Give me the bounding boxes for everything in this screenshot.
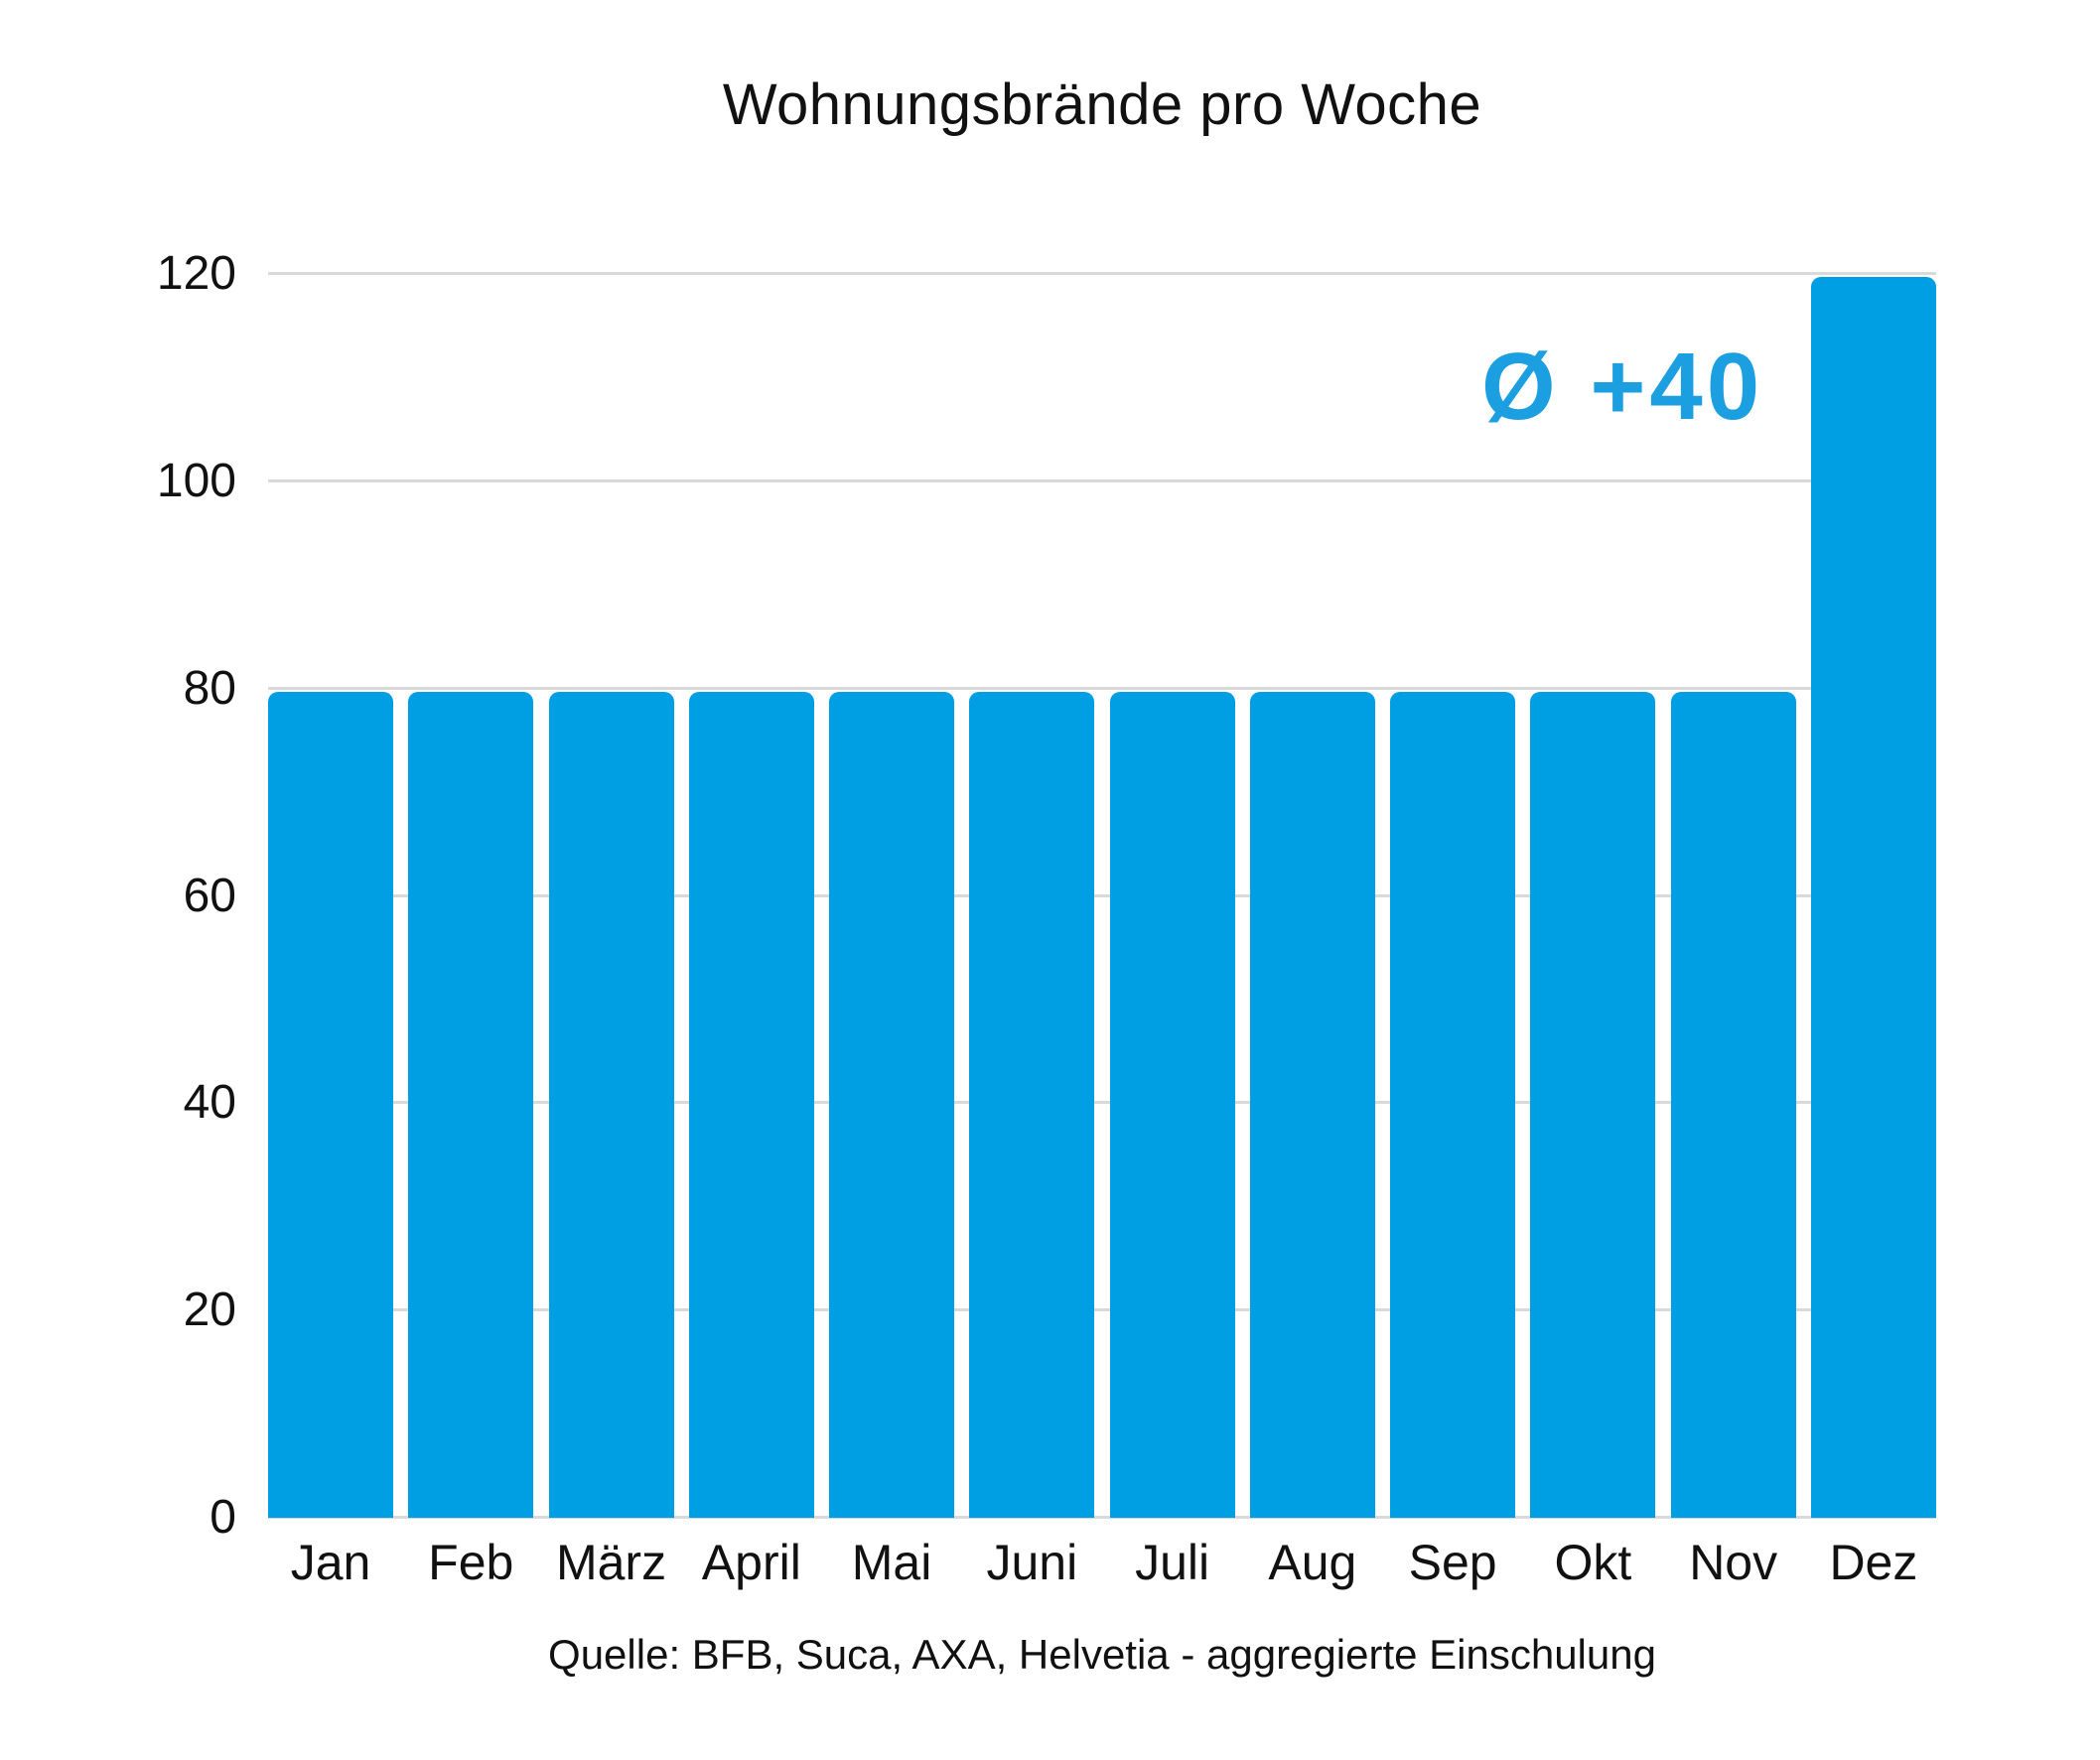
bar-Okt (1530, 691, 1656, 1518)
bar-März (548, 691, 674, 1518)
y-tick-label-60: 60 (183, 869, 236, 922)
chart-title: Wohnungsbrände pro Woche (722, 72, 1482, 137)
x-tick-label-Sep: Sep (1408, 1535, 1497, 1590)
gridline-40 (268, 1101, 1936, 1105)
bar-Aug (1249, 691, 1375, 1518)
y-tick-label-100: 100 (156, 454, 236, 507)
x-tick-label-Aug: Aug (1268, 1535, 1357, 1590)
bar-Nov (1670, 691, 1796, 1518)
y-tick-label-80: 80 (183, 661, 236, 715)
gridline-120 (268, 272, 1936, 275)
source-caption: Quelle: BFB, Suca, AXA, Helvetia - aggre… (548, 1631, 1656, 1678)
y-tick-label-20: 20 (183, 1284, 236, 1337)
x-tick-label-Juni: Juni (986, 1535, 1078, 1590)
bar-April (688, 691, 814, 1518)
gridline-0 (268, 1516, 1936, 1519)
x-tick-label-Okt: Okt (1554, 1535, 1632, 1590)
bar-Feb (408, 691, 534, 1518)
x-tick-label-Juli: Juli (1135, 1535, 1210, 1590)
x-tick-label-Feb: Feb (428, 1535, 514, 1590)
gridline-60 (268, 893, 1936, 897)
bar-Sep (1390, 691, 1516, 1518)
y-tick-label-120: 120 (156, 247, 236, 300)
x-tick-label-April: April (701, 1535, 801, 1590)
bar-Dez (1810, 277, 1936, 1518)
average-annotation: Ø +40 (1481, 334, 1764, 440)
bars-container (268, 274, 1936, 1518)
bar-Mai (829, 691, 955, 1518)
bar-Juli (1109, 691, 1235, 1518)
y-tick-label-40: 40 (183, 1076, 236, 1130)
bar-Jan (268, 691, 393, 1518)
x-tick-label-Jan: Jan (290, 1535, 371, 1590)
x-tick-label-Dez: Dez (1829, 1535, 1918, 1590)
x-tick-label-Mai: Mai (851, 1535, 932, 1590)
bar-Juni (969, 691, 1095, 1518)
y-tick-label-0: 0 (210, 1491, 236, 1544)
gridline-80 (268, 686, 1936, 690)
plot-area: Jan Feb März April Mai Juni Juli Aug Sep Okt Nov De… (157, 250, 1936, 1590)
x-axis-labels: Jan Feb März April Mai Juni Juli Aug Sep Okt Nov De… (268, 1534, 1936, 1591)
gridline-100 (268, 478, 1936, 482)
x-tick-label-Nov: Nov (1689, 1535, 1778, 1590)
gridline-20 (268, 1308, 1936, 1312)
x-tick-label-März: März (555, 1535, 667, 1590)
